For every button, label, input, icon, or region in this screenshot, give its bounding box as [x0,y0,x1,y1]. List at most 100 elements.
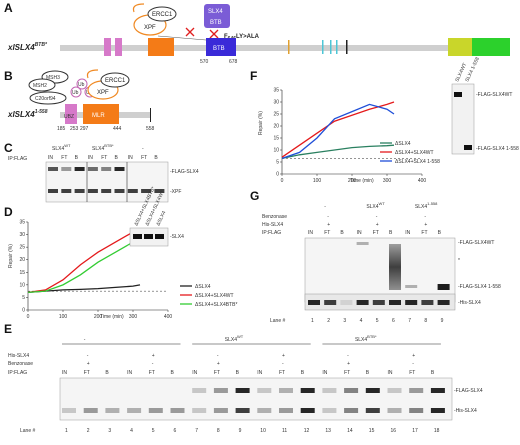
d-inset-band: -SLX4 [170,234,184,240]
d-series-1 [27,228,141,294]
e-his-band [62,408,76,413]
xpf-ercc1-complex-a: XPF ERCC1 [132,3,177,36]
interaction-block-marks [185,27,219,39]
f-xtick-label: 0 [281,178,284,184]
g-lane-num-2: 3 [343,318,346,324]
d-xlabel: Time (min) [100,314,124,320]
g-group-1: SLX4WT [366,201,385,210]
f-xtick-label: 400 [418,178,427,184]
e-his-mark: - [217,353,219,359]
c-flag-band [48,167,58,171]
e-lane-4: FT [149,370,155,376]
e-his-band [192,408,207,413]
g-lane-num-3: 4 [360,318,363,324]
g-lane-5: B [389,230,393,236]
g-lane-2: B [340,230,344,236]
d-ytick-label: 5 [22,295,25,301]
c-xpf-band [154,189,165,193]
e-lane-num-17: 18 [434,428,440,434]
g-his-mark: + [327,222,330,228]
c-lane-1: FT [61,155,67,161]
c-flag-band [101,167,112,171]
e-his-band [344,408,359,413]
pos-185: 185 [57,126,66,132]
d-xtick-label: 100 [59,314,68,320]
western-blot-g [304,237,456,311]
c-group-2: - [142,146,144,152]
pos-297: 297 [80,126,89,132]
g-lane-1: FT [324,230,330,236]
g-lane-num-4: 5 [376,318,379,324]
repair-chart-f: 0 5 10 15 20 25 30 35 0 100 200 300 400 [273,88,426,185]
e-lane-7: FT [214,370,220,376]
g-his-band [421,300,434,305]
g-lane-8: B [438,230,442,236]
e-benz-row-label: Benzonase [8,361,33,367]
western-blot-c [45,161,169,203]
g-group-2: SLX41-558 [415,201,438,210]
d-series-0 [27,284,141,294]
e-lane-num-6: 7 [195,428,198,434]
e-his-mark: + [282,353,285,359]
e-lane-num-4: 5 [152,428,155,434]
e-lane-2: B [105,370,109,376]
f-xtick-label: 300 [383,178,392,184]
d-ytick-label: 30 [19,232,25,238]
panel-a-letter: A [4,1,13,15]
e-flag-band [322,388,337,393]
ubz-label: UBZ [64,114,74,120]
g-flag-1558-label: -FLAG-SLX4 1-558 [458,284,501,290]
e-flag-band [387,388,402,393]
c20orf94-label: C20orf94 [35,96,56,102]
g-1558-in-band [405,285,418,288]
f-inset-col-2: SLX4 1-558 [464,56,481,83]
g-benz-mark: - [327,214,329,220]
g-his-band [340,300,353,305]
e-benz-mark: - [152,361,154,367]
e-his-band [213,408,228,413]
btb-box-label: BTB [210,20,222,26]
e-his-row-label: His-SLX4 [8,353,29,359]
f-xtick-label: 200 [348,178,357,184]
g-his-band [437,300,450,305]
e-flag-band [192,388,207,393]
e-lane-num-9: 10 [260,428,266,434]
e-benz-mark: + [87,361,90,367]
e-his-band [105,408,120,413]
slx4-btb-domain-map: BTB [60,38,510,56]
g-his-band [405,300,418,305]
d-ytick-label: 15 [19,270,25,276]
xpf-ercc1-complex-b: XPF ERCC1 [86,69,130,100]
e-lane-num-7: 8 [217,428,220,434]
c-lane-7: FT [141,155,147,161]
f-legend-item-0: ΔSLX4 [395,141,411,147]
e-flag-band [213,388,228,393]
e-group-0: - [84,337,86,343]
c-lane-6: IN [128,155,133,161]
c-lane-3: IN [88,155,93,161]
e-lane-9: IN [257,370,262,376]
f-legend-item-1: ΔSLX4+SLX4WT [395,150,434,156]
c-lane-8: B [154,155,158,161]
e-lane-15: IN [388,370,393,376]
c-lane-2: B [75,155,79,161]
f-xtick-label: 100 [313,178,322,184]
e-his-band [322,408,337,413]
c-flag-band [61,167,72,171]
btb-end-pos: 678 [229,59,238,65]
e-flag-band [344,388,359,393]
g-lane-num-0: 1 [311,318,314,324]
flag-slx4-label-c: -FLAG-SLX4 [170,169,199,175]
f-ytick-label: 10 [273,148,279,154]
g-wt-smear [389,244,401,290]
d-ytick-label: 20 [19,257,25,263]
e-lane-num-10: 11 [282,428,287,434]
panel-f-letter: F [250,69,257,83]
c-flag-band [87,167,98,171]
e-benz-mark: + [217,361,220,367]
g-lane-num-8: 9 [441,318,444,324]
e-his-band [235,408,250,413]
g-1558-band [437,284,450,290]
e-lane-13: FT [344,370,350,376]
